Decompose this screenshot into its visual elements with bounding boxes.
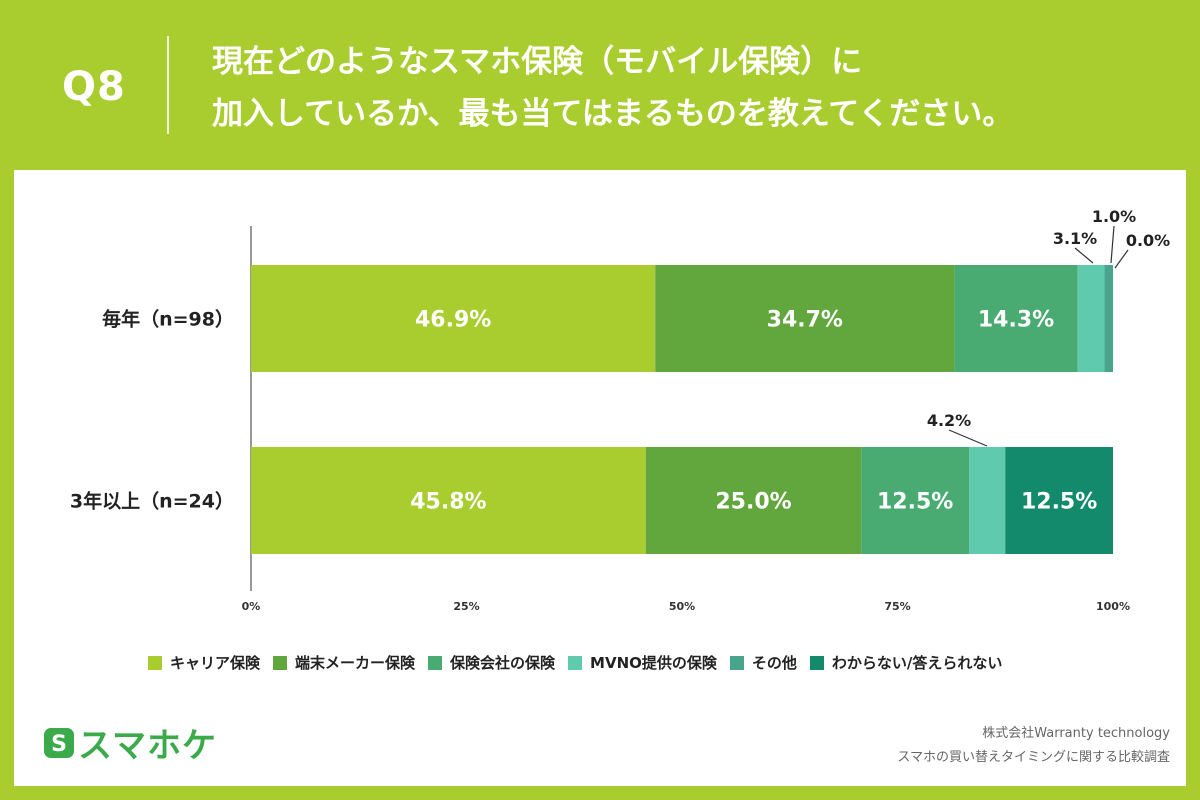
company-name: 株式会社Warranty technology bbox=[982, 726, 1170, 741]
data-label: 12.5% bbox=[1021, 490, 1097, 515]
data-label-external: 4.2% bbox=[927, 411, 971, 430]
leader-line bbox=[1074, 247, 1094, 264]
x-tick-label: 0% bbox=[242, 600, 261, 613]
bar-segment bbox=[645, 447, 862, 554]
logo-text: スマホケ bbox=[78, 726, 217, 766]
x-tick-label: 50% bbox=[669, 600, 695, 613]
legend-swatch bbox=[809, 655, 824, 670]
legend-item: 端末メーカー保険 bbox=[273, 652, 415, 673]
category-label: 3年以上（n=24） bbox=[70, 490, 234, 513]
bar-segment bbox=[251, 447, 646, 554]
data-label-external: 3.1% bbox=[1053, 229, 1097, 248]
legend-label: キャリア保険 bbox=[170, 654, 261, 672]
survey-name: スマホの買い替えタイミングに関する比較調査 bbox=[897, 750, 1170, 765]
question-text: 現在どのようなスマホ保険（モバイル保険）に 加入しているか、最も当てはまるものを… bbox=[212, 36, 1172, 140]
credits: 株式会社Warranty technology スマホの買い替えタイミングに関す… bbox=[897, 722, 1170, 770]
header-divider bbox=[167, 36, 169, 134]
bar-segment bbox=[655, 265, 955, 372]
question-line-2: 加入しているか、最も当てはまるものを教えてください。 bbox=[212, 96, 1014, 132]
legend-label: その他 bbox=[751, 654, 797, 672]
data-label: 14.3% bbox=[978, 308, 1054, 333]
data-label: 25.0% bbox=[715, 490, 791, 515]
logo-mark-icon: S bbox=[44, 727, 74, 758]
legend-swatch bbox=[568, 655, 583, 670]
data-label: 34.7% bbox=[767, 308, 843, 333]
leader-line bbox=[1114, 249, 1129, 269]
bar-segment bbox=[1005, 447, 1113, 554]
data-label: 12.5% bbox=[877, 490, 953, 515]
x-tick-label: 75% bbox=[884, 600, 910, 613]
legend-label: MVNO提供の保険 bbox=[590, 654, 717, 672]
legend-swatch bbox=[273, 655, 288, 670]
data-label-external: 0.0% bbox=[1126, 231, 1170, 250]
legend-label: わからない/答えられない bbox=[831, 654, 1003, 672]
legend-item: キャリア保険 bbox=[148, 652, 260, 673]
data-label: 45.8% bbox=[410, 490, 486, 515]
category-label: 毎年（n=98） bbox=[102, 308, 234, 331]
bar-segment bbox=[1077, 265, 1105, 372]
legend-label: 端末メーカー保険 bbox=[295, 654, 416, 672]
x-tick-label: 100% bbox=[1096, 600, 1130, 613]
legend-swatch bbox=[729, 655, 744, 670]
legend-item: わからない/答えられない bbox=[809, 652, 1003, 673]
logo-mark-letter: S bbox=[51, 732, 67, 757]
legend-swatch bbox=[148, 655, 162, 670]
header: Q8 現在どのようなスマホ保険（モバイル保険）に 加入しているか、最も当てはまる… bbox=[0, 0, 1200, 170]
leader-line bbox=[1110, 225, 1115, 264]
legend-swatch bbox=[428, 655, 443, 670]
bar-segment bbox=[1104, 265, 1113, 372]
bar-segment bbox=[969, 447, 1006, 554]
legend-label: 保険会社の保険 bbox=[450, 654, 556, 672]
leader-line bbox=[948, 429, 988, 447]
legend-item: 保険会社の保険 bbox=[428, 652, 555, 673]
x-tick-label: 25% bbox=[453, 600, 479, 613]
question-line-1: 現在どのようなスマホ保険（モバイル保険）に bbox=[212, 44, 863, 80]
legend-item: MVNO提供の保険 bbox=[568, 652, 717, 673]
data-label: 46.9% bbox=[415, 308, 491, 333]
bar-segment bbox=[251, 265, 656, 372]
legend-item: その他 bbox=[729, 652, 797, 673]
question-number: Q8 bbox=[62, 64, 126, 110]
bar-segment bbox=[954, 265, 1078, 372]
chart-legend: キャリア保険 端末メーカー保険 保険会社の保険 MVNO提供の保険 その他 わからない/答… bbox=[148, 652, 1015, 673]
bar-segment bbox=[861, 447, 970, 554]
brand-logo: S スマホケ bbox=[44, 718, 217, 767]
data-label-external: 1.0% bbox=[1092, 207, 1136, 226]
